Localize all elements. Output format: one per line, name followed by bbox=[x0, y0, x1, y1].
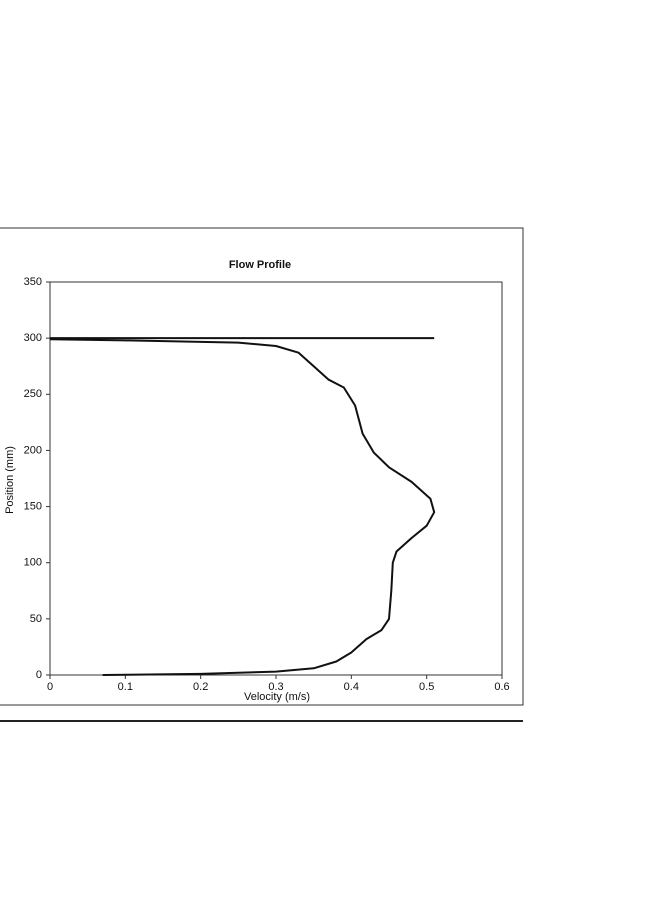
chart-title: Flow Profile bbox=[229, 259, 291, 271]
x-tick-label: 0 bbox=[47, 681, 53, 693]
y-tick-label: 250 bbox=[24, 388, 42, 400]
x-axis-label: Velocity (m/s) bbox=[244, 691, 310, 703]
y-tick-label: 300 bbox=[24, 332, 42, 344]
x-tick-label: 0.6 bbox=[494, 681, 509, 693]
y-axis-label: Position (mm) bbox=[4, 446, 16, 514]
x-tick-label: 0.5 bbox=[419, 681, 434, 693]
y-tick-label: 200 bbox=[24, 444, 42, 456]
x-tick-label: 0.1 bbox=[118, 681, 133, 693]
x-tick-label: 0.2 bbox=[193, 681, 208, 693]
x-tick-label: 0.3 bbox=[268, 681, 283, 693]
line-series bbox=[49, 338, 436, 676]
chart-frame bbox=[0, 227, 524, 706]
y-tick-label: 100 bbox=[24, 557, 42, 569]
y-tick-label: 150 bbox=[24, 500, 42, 512]
y-tick-label: 350 bbox=[24, 276, 42, 288]
x-tick-label: 0.4 bbox=[344, 681, 359, 693]
y-tick-label: 50 bbox=[30, 613, 42, 625]
y-tick-label: 0 bbox=[36, 669, 42, 681]
